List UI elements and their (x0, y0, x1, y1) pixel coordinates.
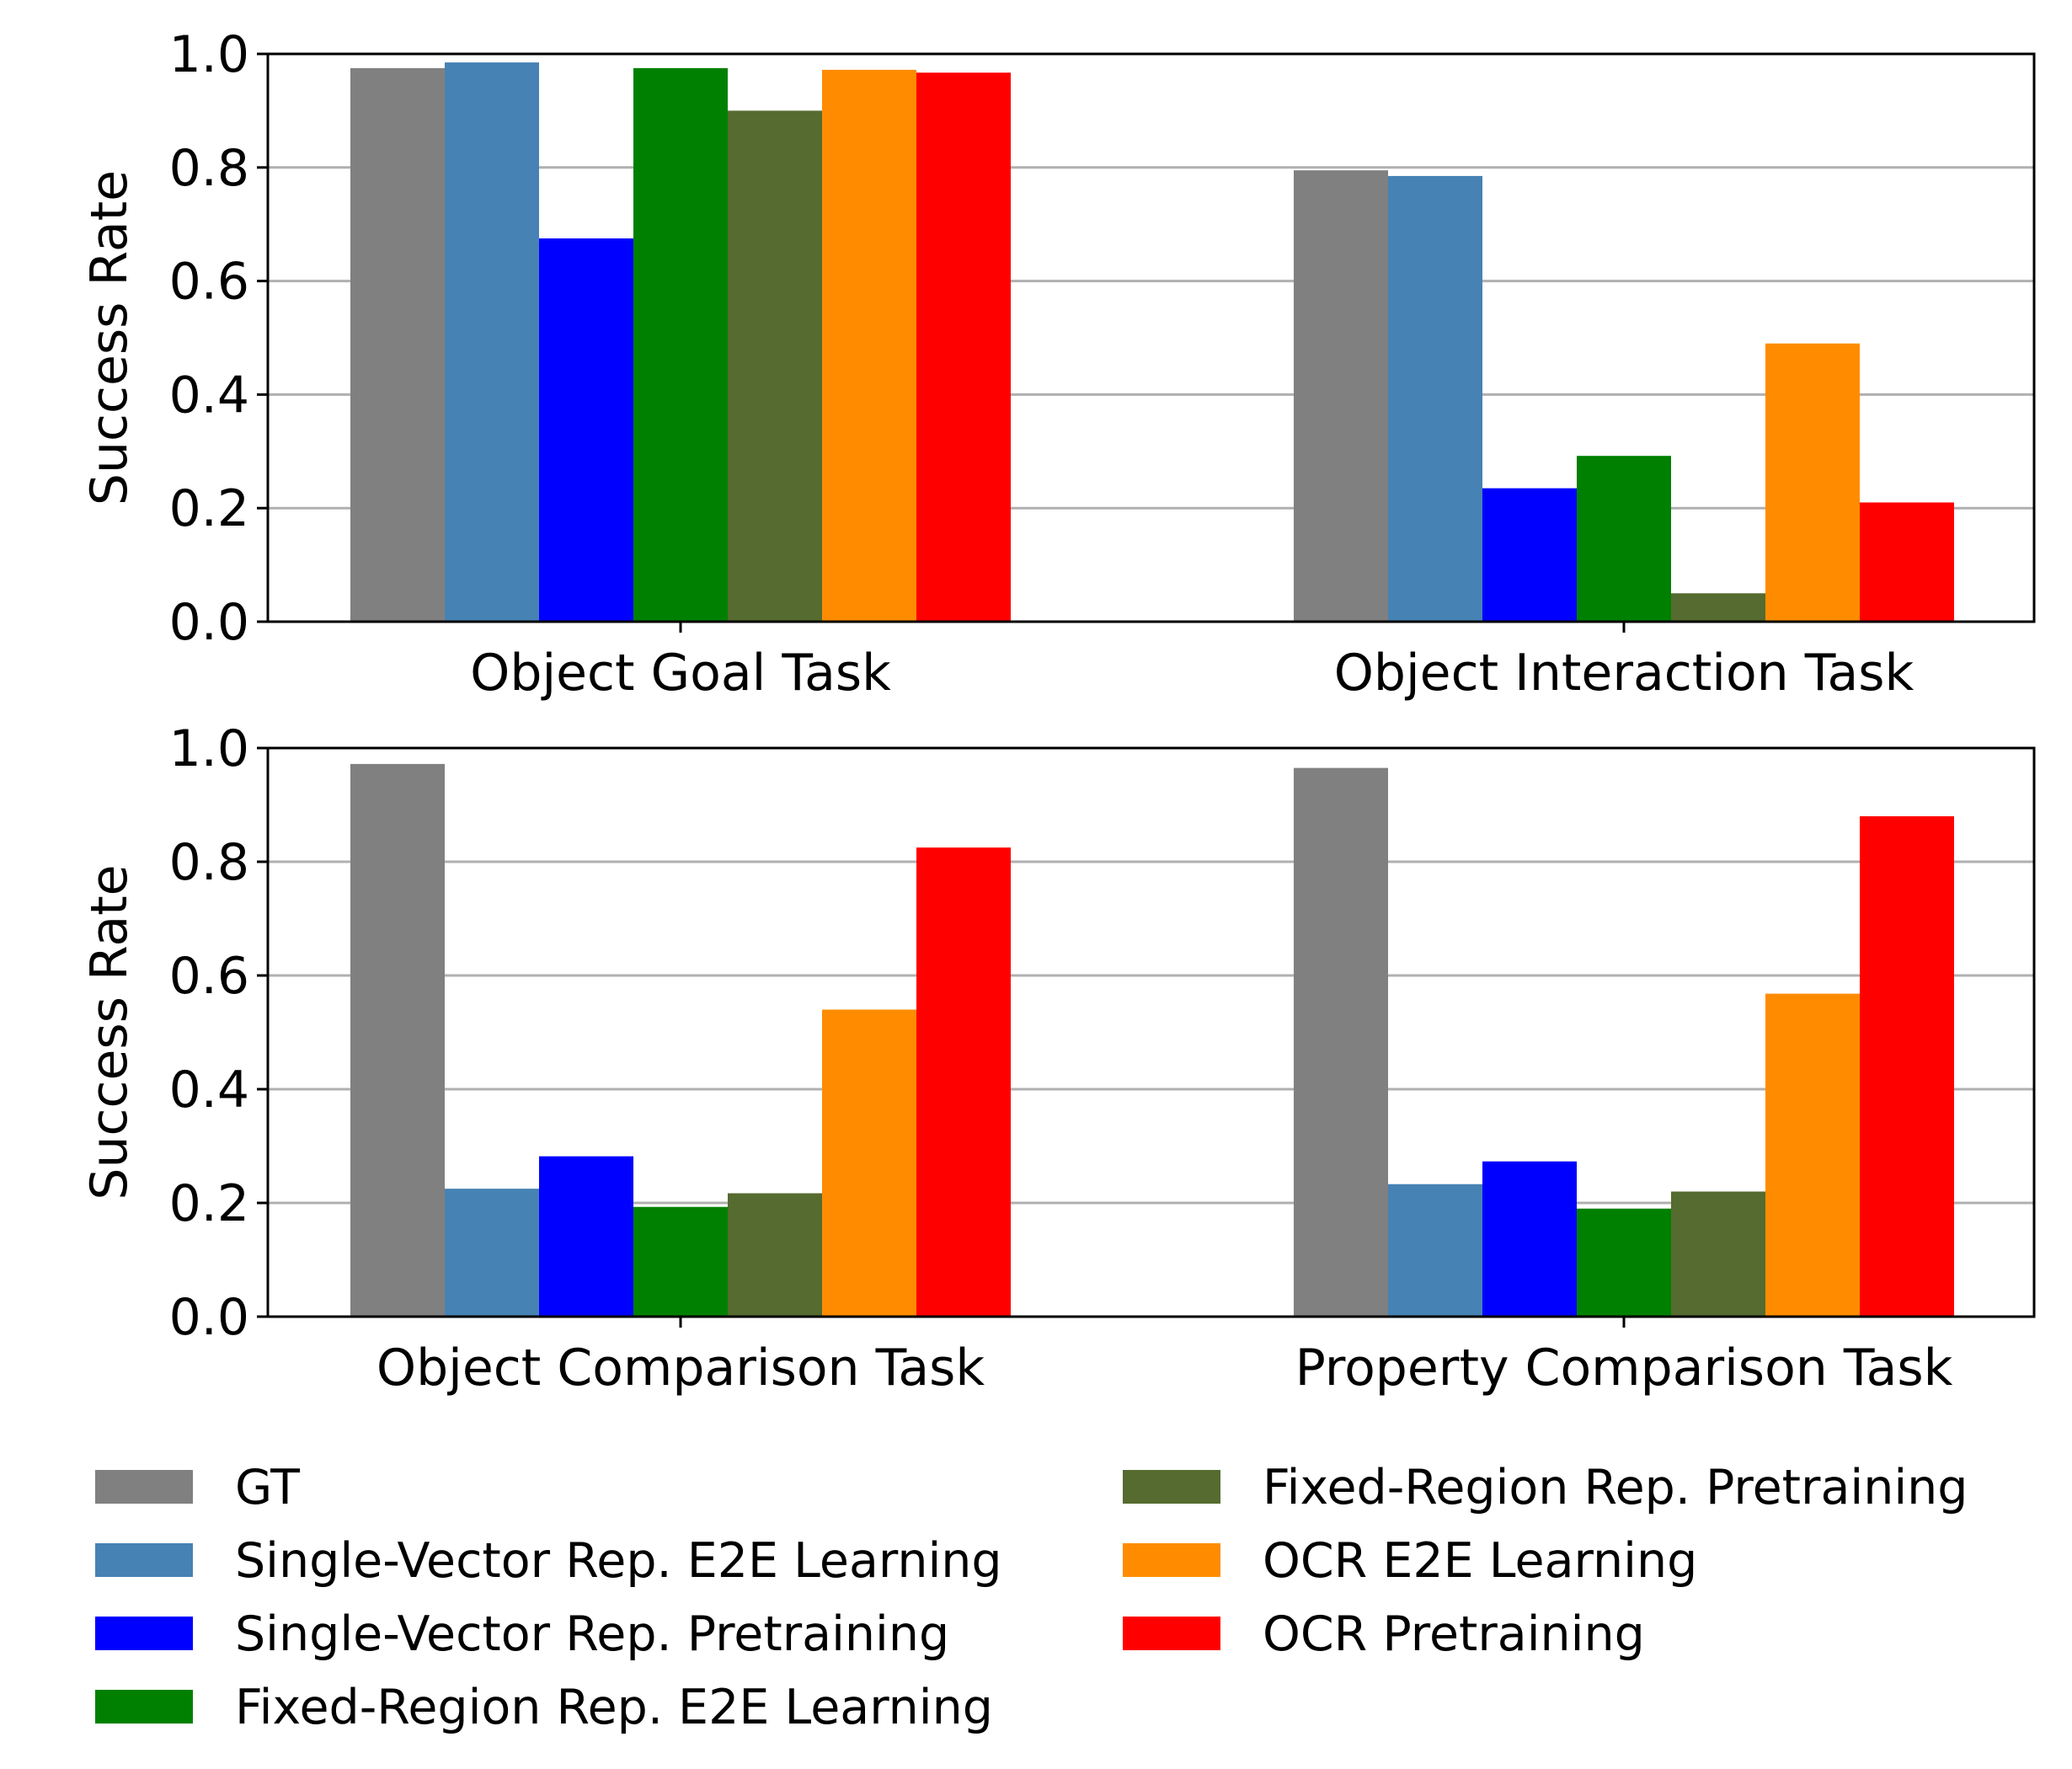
bar (916, 72, 1011, 622)
bar (1671, 593, 1765, 622)
bar (539, 238, 633, 622)
legend-swatch (1123, 1543, 1220, 1577)
bar (1765, 993, 1860, 1317)
legend-label: Single-Vector Rep. E2E Learning (235, 1533, 1002, 1589)
y-tick-label: 0.2 (169, 1174, 249, 1233)
bar (1294, 170, 1388, 623)
bar (1671, 1191, 1765, 1317)
y-tick-label: 0.8 (169, 139, 249, 198)
bar (1482, 488, 1577, 622)
legend-label: Fixed-Region Rep. Pretraining (1263, 1460, 1968, 1515)
bar (633, 67, 728, 623)
bar (728, 1193, 822, 1317)
axes-frame (266, 746, 2036, 1318)
y-tick-label: 0.2 (169, 479, 249, 538)
bar (1577, 1208, 1671, 1317)
y-tick-label: 0.4 (169, 366, 249, 425)
y-tick-label: 0.8 (169, 833, 249, 892)
legend-label: OCR Pretraining (1263, 1606, 1645, 1662)
bar (445, 1189, 539, 1317)
y-tick-label: 1.0 (169, 25, 249, 84)
legend-swatch (95, 1543, 193, 1577)
y-tick-label: 0.0 (169, 1288, 249, 1347)
y-tick-label: 0.0 (169, 593, 249, 652)
legend-swatch (1123, 1617, 1220, 1650)
bar (1860, 816, 1954, 1317)
bar (1388, 175, 1482, 622)
legend-label: Fixed-Region Rep. E2E Learning (235, 1680, 993, 1735)
y-axis-label: Success Rate (80, 170, 139, 505)
bar (633, 1206, 728, 1317)
bar (1482, 1161, 1577, 1317)
bar (350, 67, 445, 623)
bar (916, 847, 1011, 1317)
y-tick-label: 0.6 (169, 253, 249, 312)
bar (539, 1156, 633, 1317)
axes-frame (266, 52, 2036, 623)
x-tick-label: Property Comparison Task (1295, 1339, 1953, 1398)
bar (350, 763, 445, 1317)
x-tick-label: Object Interaction Task (1334, 644, 1914, 703)
y-tick-label: 0.6 (169, 947, 249, 1006)
x-tick-label: Object Goal Task (470, 644, 891, 703)
y-axis-label: Success Rate (80, 864, 139, 1200)
y-tick-label: 0.4 (169, 1061, 249, 1120)
x-tick-label: Object Comparison Task (376, 1339, 985, 1398)
bar (1577, 456, 1671, 622)
bar (1388, 1184, 1482, 1317)
legend-label: GT (235, 1460, 300, 1515)
y-tick-label: 1.0 (169, 719, 249, 778)
bar (445, 62, 539, 623)
bar (1294, 767, 1388, 1317)
bar (822, 1009, 916, 1317)
bar (1765, 343, 1860, 622)
legend-label: Single-Vector Rep. Pretraining (235, 1606, 949, 1662)
legend-swatch (95, 1617, 193, 1650)
legend-swatch (95, 1470, 193, 1504)
legend-label: OCR E2E Learning (1263, 1533, 1697, 1589)
legend-swatch (95, 1690, 193, 1724)
bar (1860, 502, 1954, 622)
bar (822, 69, 916, 622)
legend-swatch (1123, 1470, 1220, 1504)
bar (728, 110, 822, 622)
